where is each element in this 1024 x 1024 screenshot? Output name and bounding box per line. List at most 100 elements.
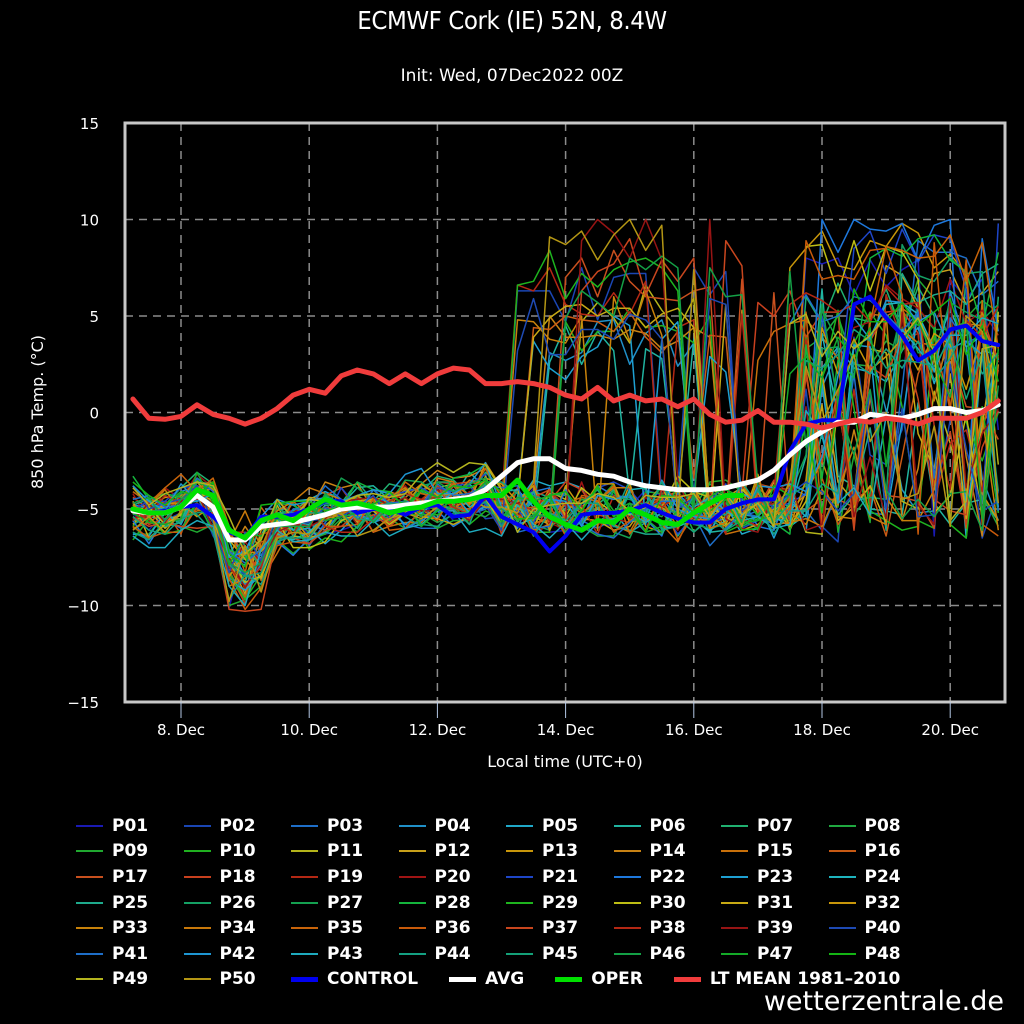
legend-item-p02[interactable]: P02 <box>183 813 292 839</box>
legend-item-p25[interactable]: P25 <box>76 890 184 916</box>
legend-label: P50 <box>219 969 256 990</box>
y-tick-label: −10 <box>67 598 99 616</box>
legend-item-p48[interactable]: P48 <box>828 941 937 967</box>
legend-swatch <box>76 927 103 930</box>
legend-item-avg[interactable]: AVG <box>449 967 524 993</box>
legend-item-p24[interactable]: P24 <box>828 864 937 890</box>
legend-swatch <box>398 901 426 904</box>
legend-swatch <box>721 850 748 853</box>
legend-item-p27[interactable]: P27 <box>291 890 399 916</box>
legend-label: P13 <box>542 841 579 862</box>
legend-label: P32 <box>864 892 901 913</box>
legend-label: P03 <box>327 815 364 836</box>
legend-swatch <box>828 875 856 878</box>
legend-item-p17[interactable]: P17 <box>76 864 184 890</box>
legend: P01 P02 P03 P04 P05 P06 P07 P08 P09 P10 P11 P12 P13 P… <box>76 813 976 992</box>
legend-label: P10 <box>219 841 256 862</box>
legend-item-p41[interactable]: P41 <box>76 941 184 967</box>
legend-item-p10[interactable]: P10 <box>183 839 292 865</box>
x-tick-label: 14. Dec <box>537 721 595 739</box>
member-line-p50 <box>132 218 1000 603</box>
legend-item-p12[interactable]: P12 <box>398 839 507 865</box>
legend-item-p13[interactable]: P13 <box>506 839 614 865</box>
legend-item-oper[interactable]: OPER <box>555 967 643 993</box>
legend-row: P09 P10 P11 P12 P13 P14 P15 P16 <box>76 839 976 865</box>
legend-label: P14 <box>649 841 686 862</box>
legend-item-p03[interactable]: P03 <box>291 813 399 839</box>
legend-item-p33[interactable]: P33 <box>76 915 184 941</box>
legend-item-p44[interactable]: P44 <box>398 941 507 967</box>
credit-watermark: wetterzentrale.de <box>763 986 1004 1017</box>
legend-item-p08[interactable]: P08 <box>828 813 937 839</box>
legend-swatch <box>183 824 211 827</box>
legend-swatch <box>828 952 856 955</box>
legend-label: P21 <box>542 866 579 887</box>
x-tick-label: 8. Dec <box>157 721 205 739</box>
legend-label: P47 <box>757 943 794 964</box>
legend-swatch <box>398 952 426 955</box>
legend-swatch <box>506 901 533 904</box>
legend-item-p35[interactable]: P35 <box>291 915 399 941</box>
legend-item-p28[interactable]: P28 <box>398 890 507 916</box>
legend-item-p31[interactable]: P31 <box>721 890 829 916</box>
legend-item-p05[interactable]: P05 <box>506 813 614 839</box>
legend-swatch <box>613 824 641 827</box>
legend-swatch <box>828 927 856 930</box>
legend-swatch <box>291 824 318 827</box>
member-line-p44 <box>132 324 999 601</box>
legend-label: P09 <box>112 841 149 862</box>
legend-item-p26[interactable]: P26 <box>183 890 292 916</box>
legend-item-p04[interactable]: P04 <box>398 813 507 839</box>
legend-item-p07[interactable]: P07 <box>721 813 829 839</box>
legend-item-p40[interactable]: P40 <box>828 915 937 941</box>
legend-label: P48 <box>864 943 901 964</box>
legend-item-p15[interactable]: P15 <box>721 839 829 865</box>
legend-item-p32[interactable]: P32 <box>828 890 937 916</box>
legend-item-p46[interactable]: P46 <box>613 941 722 967</box>
legend-label: P41 <box>112 943 149 964</box>
legend-item-p50[interactable]: P50 <box>183 967 292 993</box>
legend-item-p23[interactable]: P23 <box>721 864 829 890</box>
legend-label: P31 <box>757 892 794 913</box>
legend-swatch <box>449 976 477 982</box>
legend-item-control[interactable]: CONTROL <box>291 967 418 993</box>
main-series <box>130 294 1001 554</box>
y-tick-label: −15 <box>67 694 99 712</box>
legend-item-p30[interactable]: P30 <box>613 890 722 916</box>
legend-item-p34[interactable]: P34 <box>183 915 292 941</box>
legend-item-p18[interactable]: P18 <box>183 864 292 890</box>
legend-item-p37[interactable]: P37 <box>506 915 614 941</box>
legend-item-p38[interactable]: P38 <box>613 915 722 941</box>
legend-item-p43[interactable]: P43 <box>291 941 399 967</box>
y-tick-label: −5 <box>77 501 99 519</box>
legend-item-p49[interactable]: P49 <box>76 967 184 993</box>
legend-item-p29[interactable]: P29 <box>506 890 614 916</box>
legend-swatch <box>76 850 103 853</box>
legend-label: OPER <box>591 969 643 990</box>
legend-item-p36[interactable]: P36 <box>398 915 507 941</box>
legend-row: P17 P18 P19 P20 P21 P22 P23 P24 <box>76 864 976 890</box>
y-tick-label: 0 <box>89 405 99 423</box>
legend-label: P40 <box>864 918 901 939</box>
legend-label: AVG <box>485 969 525 990</box>
legend-item-p45[interactable]: P45 <box>506 941 614 967</box>
legend-item-p11[interactable]: P11 <box>291 839 399 865</box>
legend-label: P06 <box>649 815 686 836</box>
legend-item-p42[interactable]: P42 <box>183 941 292 967</box>
legend-label: P29 <box>542 892 579 913</box>
legend-label: P45 <box>542 943 579 964</box>
legend-item-p09[interactable]: P09 <box>76 839 184 865</box>
legend-item-lt-mean-1981-2010[interactable]: LT MEAN 1981–2010 <box>673 967 900 993</box>
legend-item-p19[interactable]: P19 <box>291 864 399 890</box>
legend-swatch <box>613 850 641 853</box>
legend-item-p06[interactable]: P06 <box>613 813 722 839</box>
legend-item-p47[interactable]: P47 <box>721 941 829 967</box>
legend-item-p21[interactable]: P21 <box>506 864 614 890</box>
legend-item-p16[interactable]: P16 <box>828 839 937 865</box>
legend-item-p14[interactable]: P14 <box>613 839 722 865</box>
legend-item-p20[interactable]: P20 <box>398 864 507 890</box>
legend-item-p39[interactable]: P39 <box>721 915 829 941</box>
legend-item-p01[interactable]: P01 <box>76 813 184 839</box>
legend-item-p22[interactable]: P22 <box>613 864 722 890</box>
x-tick-labels: 8. Dec 10. Dec 12. Dec 14. Dec 16. Dec 18. De… <box>157 702 979 739</box>
